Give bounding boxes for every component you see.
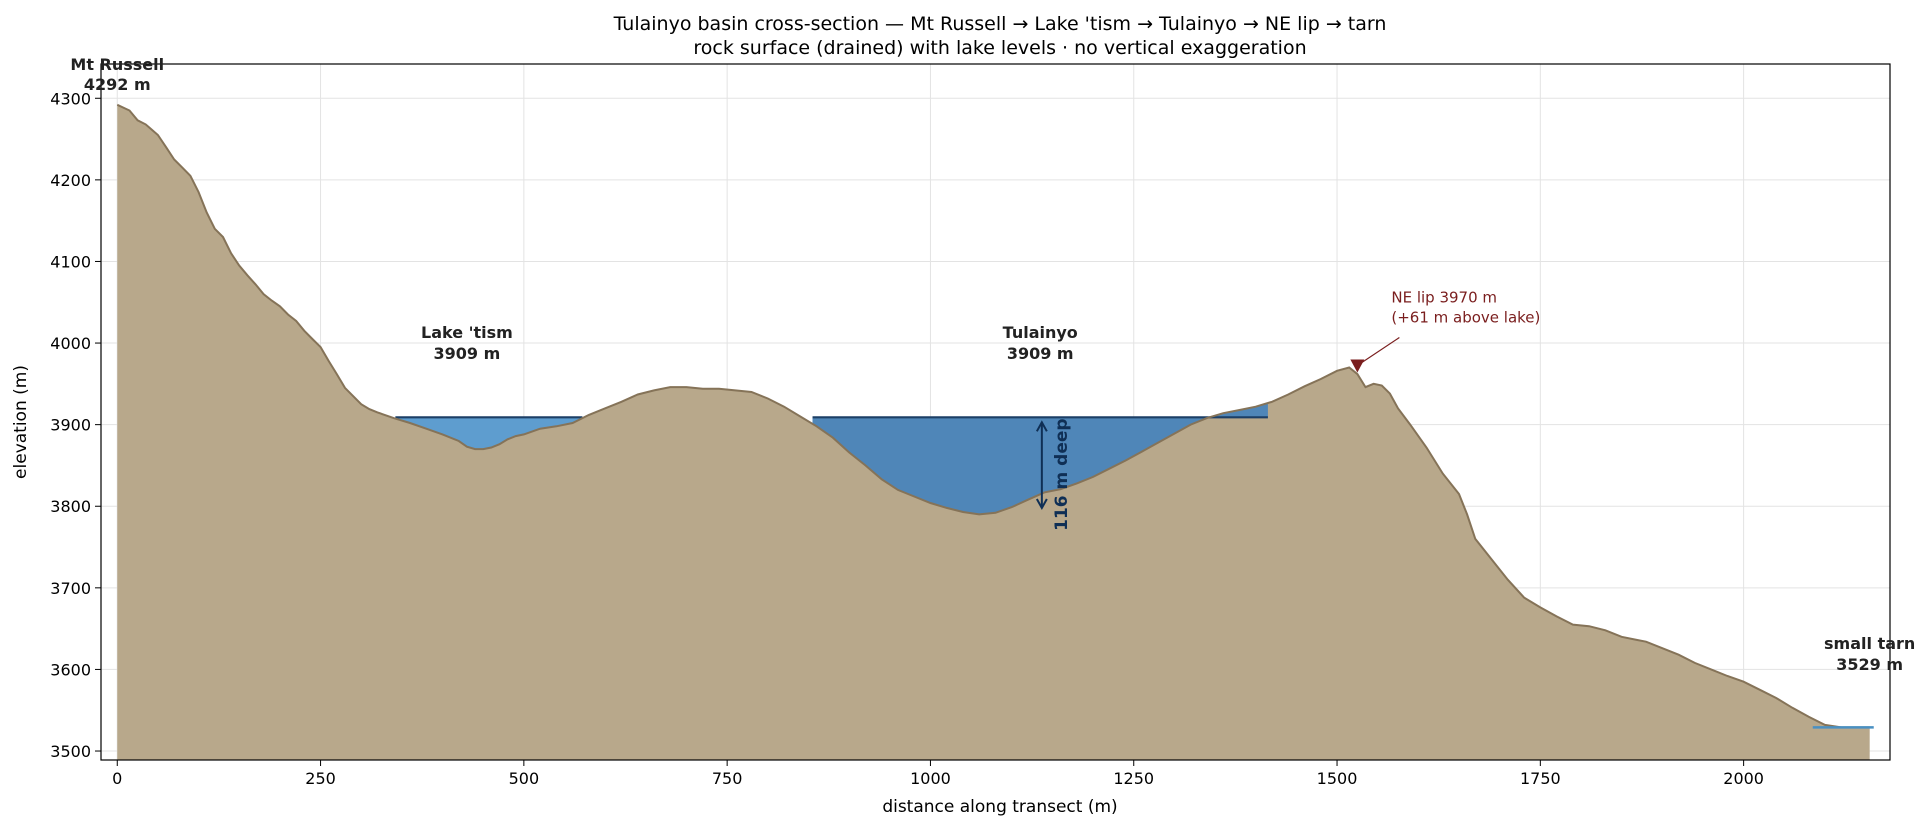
x-tick-label: 1750 xyxy=(1520,769,1561,788)
summit-elevation-label: 4292 m xyxy=(84,75,151,94)
x-tick-label: 250 xyxy=(305,769,336,788)
y-tick-label: 4300 xyxy=(50,89,91,108)
x-tick-label: 1250 xyxy=(1113,769,1154,788)
y-tick-label: 3500 xyxy=(50,742,91,761)
depth-label: 116 m deep xyxy=(1052,418,1072,530)
y-tick-label: 4000 xyxy=(50,334,91,353)
x-tick-label: 2000 xyxy=(1723,769,1764,788)
ne-lip-label: NE lip 3970 m xyxy=(1391,289,1497,307)
x-axis-label: distance along transect (m) xyxy=(882,797,1117,817)
ne-lip-height-label: (+61 m above lake) xyxy=(1391,309,1540,327)
lake-elevation-label: 3909 m xyxy=(1007,344,1074,363)
ne-lip-marker xyxy=(1350,359,1365,373)
x-tick-label: 750 xyxy=(712,769,743,788)
y-axis-ticks: 3500 3600 3700 3800 3900 4000 4100 4200 4300 xyxy=(50,89,101,761)
lake-water-fill xyxy=(395,417,583,450)
lake-name-label: Tulainyo xyxy=(1003,323,1078,342)
chart-title-line: Tulainyo basin cross-section — Mt Russel… xyxy=(613,13,1387,35)
x-tick-label: 500 xyxy=(509,769,540,788)
plot-frame xyxy=(100,63,1891,761)
y-tick-label: 3900 xyxy=(50,416,91,435)
y-tick-label: 3700 xyxy=(50,579,91,598)
summit-label: Mt Russell xyxy=(70,55,164,74)
x-tick-label: 0 xyxy=(112,769,122,788)
chart-title: Tulainyo basin cross-section — Mt Russel… xyxy=(613,13,1387,59)
lake-water-fill xyxy=(812,403,1268,515)
lake-elevation-label: 3909 m xyxy=(434,344,501,363)
depth-arrow-head-up xyxy=(1035,420,1048,432)
y-tick-label: 4200 xyxy=(50,171,91,190)
tarn-elevation-label: 3529 m xyxy=(1836,655,1903,674)
rock-surface-fill xyxy=(117,104,1870,761)
depth-arrow-head-down xyxy=(1035,498,1048,511)
rock-surface-line xyxy=(116,103,1870,729)
tarn-name-label: small tarn xyxy=(1824,634,1915,653)
y-tick-label: 4100 xyxy=(50,252,91,271)
x-tick-label: 1000 xyxy=(910,769,951,788)
y-tick-label: 3800 xyxy=(50,497,91,516)
plot-layer xyxy=(116,103,1874,761)
lake-name-label: Lake 'tism xyxy=(421,323,513,342)
chart-subtitle-line: rock surface (drained) with lake levels … xyxy=(693,37,1306,59)
x-tick-label: 1500 xyxy=(1317,769,1358,788)
x-axis-ticks: 0 250 500 750 1000 1250 1500 1750 2000 xyxy=(112,760,1764,788)
y-axis-label: elevation (m) xyxy=(11,365,31,479)
y-tick-label: 3600 xyxy=(50,660,91,679)
ne-lip-pointer xyxy=(1357,337,1400,367)
